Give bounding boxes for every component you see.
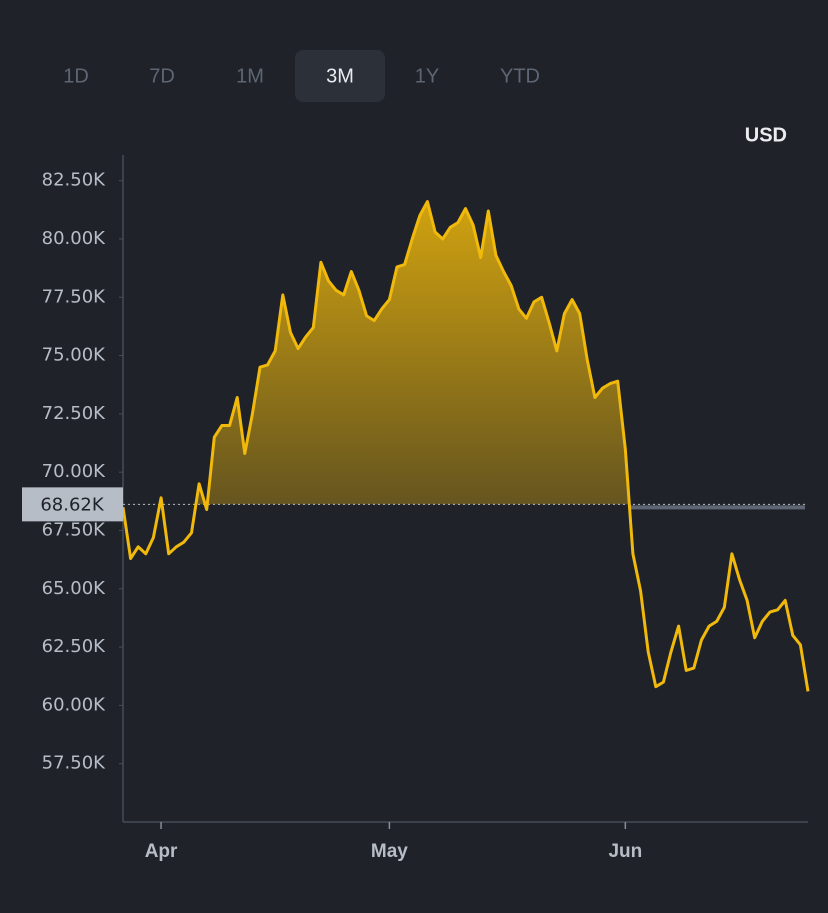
y-tick-label: 62.50K [42, 636, 107, 657]
y-tick-label: 77.50K [42, 286, 107, 307]
range-tab[interactable]: 1M [236, 65, 264, 87]
y-tick-label: 70.00K [42, 461, 107, 482]
y-tick-label: 82.50K [42, 170, 107, 191]
y-tick-label: 65.00K [42, 578, 107, 599]
current-price-badge [22, 487, 123, 522]
currency-label: USD [745, 124, 787, 146]
range-tab[interactable]: 1Y [415, 65, 439, 87]
x-tick-label: May [371, 841, 408, 862]
x-tick-label: Apr [145, 841, 178, 862]
y-tick-label: 57.50K [42, 753, 107, 774]
range-tab[interactable]: YTD [500, 65, 540, 87]
area-fill [159, 201, 630, 505]
current-price-label: 68.62K [40, 494, 105, 515]
range-tab[interactable]: 1D [63, 65, 89, 87]
y-tick-label: 80.00K [42, 228, 107, 249]
selected-tab-bg [295, 50, 385, 102]
y-tick-label: 75.00K [42, 345, 107, 366]
price-line [121, 200, 810, 692]
range-tab[interactable]: 7D [149, 65, 175, 87]
price-chart: 57.50K 60.00K 62.50K 65.00K 67.50K 70.00K 72.5… [22, 155, 810, 862]
y-tick-label: 60.00K [42, 694, 107, 715]
y-tick-label: 67.50K [42, 519, 107, 540]
time-range-tabs: 1D 7D 1M 3M 1Y YTD [63, 50, 540, 102]
range-tab[interactable]: 3M [326, 65, 354, 87]
x-tick-label: Jun [608, 841, 642, 862]
y-tick-label: 72.50K [42, 403, 107, 424]
